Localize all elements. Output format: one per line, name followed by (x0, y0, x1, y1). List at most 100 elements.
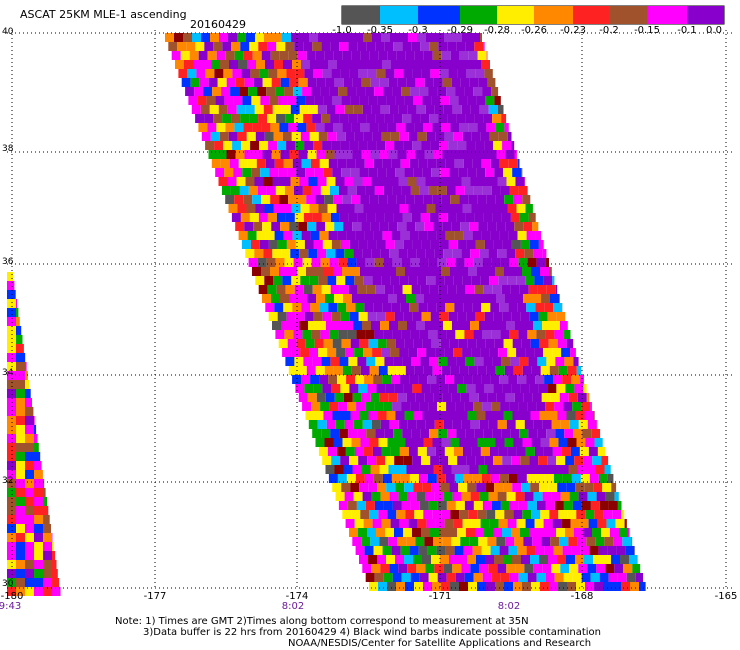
data-cell (394, 312, 404, 321)
data-cell (522, 582, 531, 591)
data-cell (280, 78, 290, 87)
data-cell (219, 33, 228, 42)
data-cell (325, 393, 335, 402)
data-cell (396, 51, 406, 60)
data-cell (314, 96, 324, 105)
data-cell (539, 555, 548, 564)
data-cell (563, 501, 573, 510)
data-cell (301, 375, 311, 384)
data-cell (407, 177, 417, 186)
data-cell (25, 371, 28, 380)
data-cell (244, 150, 254, 159)
data-cell (478, 393, 488, 402)
data-cell (502, 384, 512, 393)
data-cell (309, 204, 319, 213)
data-cell (555, 357, 565, 366)
data-cell (367, 312, 377, 321)
data-cell (278, 96, 288, 105)
data-cell (381, 348, 391, 357)
data-cell (323, 339, 333, 348)
data-cell (467, 339, 477, 348)
data-cell (423, 510, 433, 519)
data-cell (414, 195, 424, 204)
data-cell (258, 114, 268, 123)
data-cell (452, 492, 462, 501)
data-cell (555, 429, 565, 438)
data-cell (200, 105, 210, 114)
data-cell (512, 411, 522, 420)
data-cell (465, 213, 475, 222)
data-cell (376, 69, 386, 78)
data-cell (511, 312, 521, 321)
data-cell (442, 150, 452, 159)
data-cell (601, 456, 609, 465)
data-cell (513, 366, 523, 375)
data-cell (493, 312, 503, 321)
data-cell (428, 501, 438, 510)
data-cell (489, 132, 499, 141)
data-cell (373, 375, 383, 384)
data-cell (16, 344, 24, 353)
data-cell (301, 231, 311, 240)
lon-label: -171 (428, 591, 452, 602)
data-cell (195, 42, 205, 51)
data-cell (346, 474, 356, 483)
data-cell (556, 528, 565, 537)
data-cell (374, 87, 384, 96)
data-cell (366, 213, 376, 222)
data-cell (387, 366, 397, 375)
data-cell (300, 276, 310, 285)
data-cell (422, 483, 432, 492)
data-cell (395, 483, 405, 492)
data-cell (580, 474, 590, 483)
data-cell (274, 159, 284, 168)
data-cell (438, 429, 448, 438)
data-cell (391, 303, 401, 312)
data-cell (464, 402, 474, 411)
data-cell (307, 294, 316, 303)
data-cell (320, 402, 330, 411)
data-cell (373, 303, 383, 312)
data-cell (245, 177, 255, 186)
data-cell (272, 249, 282, 258)
data-cell (308, 105, 318, 114)
data-cell (443, 177, 453, 186)
data-cell (381, 132, 391, 141)
data-cell (416, 321, 425, 330)
data-cell (346, 231, 356, 240)
data-cell (177, 42, 187, 51)
data-cell (578, 420, 588, 429)
data-cell (463, 60, 472, 69)
data-cell (544, 546, 554, 555)
data-cell (366, 357, 376, 366)
data-cell (465, 429, 475, 438)
data-cell (16, 425, 25, 434)
data-cell (491, 258, 501, 267)
data-cell (581, 501, 591, 510)
data-cell (512, 168, 522, 177)
data-cell (208, 150, 218, 159)
data-cell (286, 69, 296, 78)
data-cell (430, 240, 440, 249)
data-cell (497, 177, 507, 186)
data-cell (301, 303, 311, 312)
data-cell (437, 402, 447, 411)
colorbar-swatch (534, 6, 573, 24)
data-cell (392, 573, 402, 582)
colorbar-tick: -0.3 (408, 25, 428, 36)
data-cell (382, 231, 392, 240)
data-cell (415, 78, 425, 87)
data-cell (303, 357, 313, 366)
data-cell (377, 555, 386, 564)
data-cell (348, 357, 358, 366)
data-cell (455, 501, 465, 510)
data-cell (434, 321, 443, 330)
data-cell (396, 510, 406, 519)
data-cell (397, 294, 406, 303)
data-cell (449, 555, 458, 564)
data-cell (446, 330, 456, 339)
data-cell (498, 204, 508, 213)
data-cell (512, 339, 522, 348)
data-cell (460, 465, 470, 474)
data-cell (394, 528, 403, 537)
